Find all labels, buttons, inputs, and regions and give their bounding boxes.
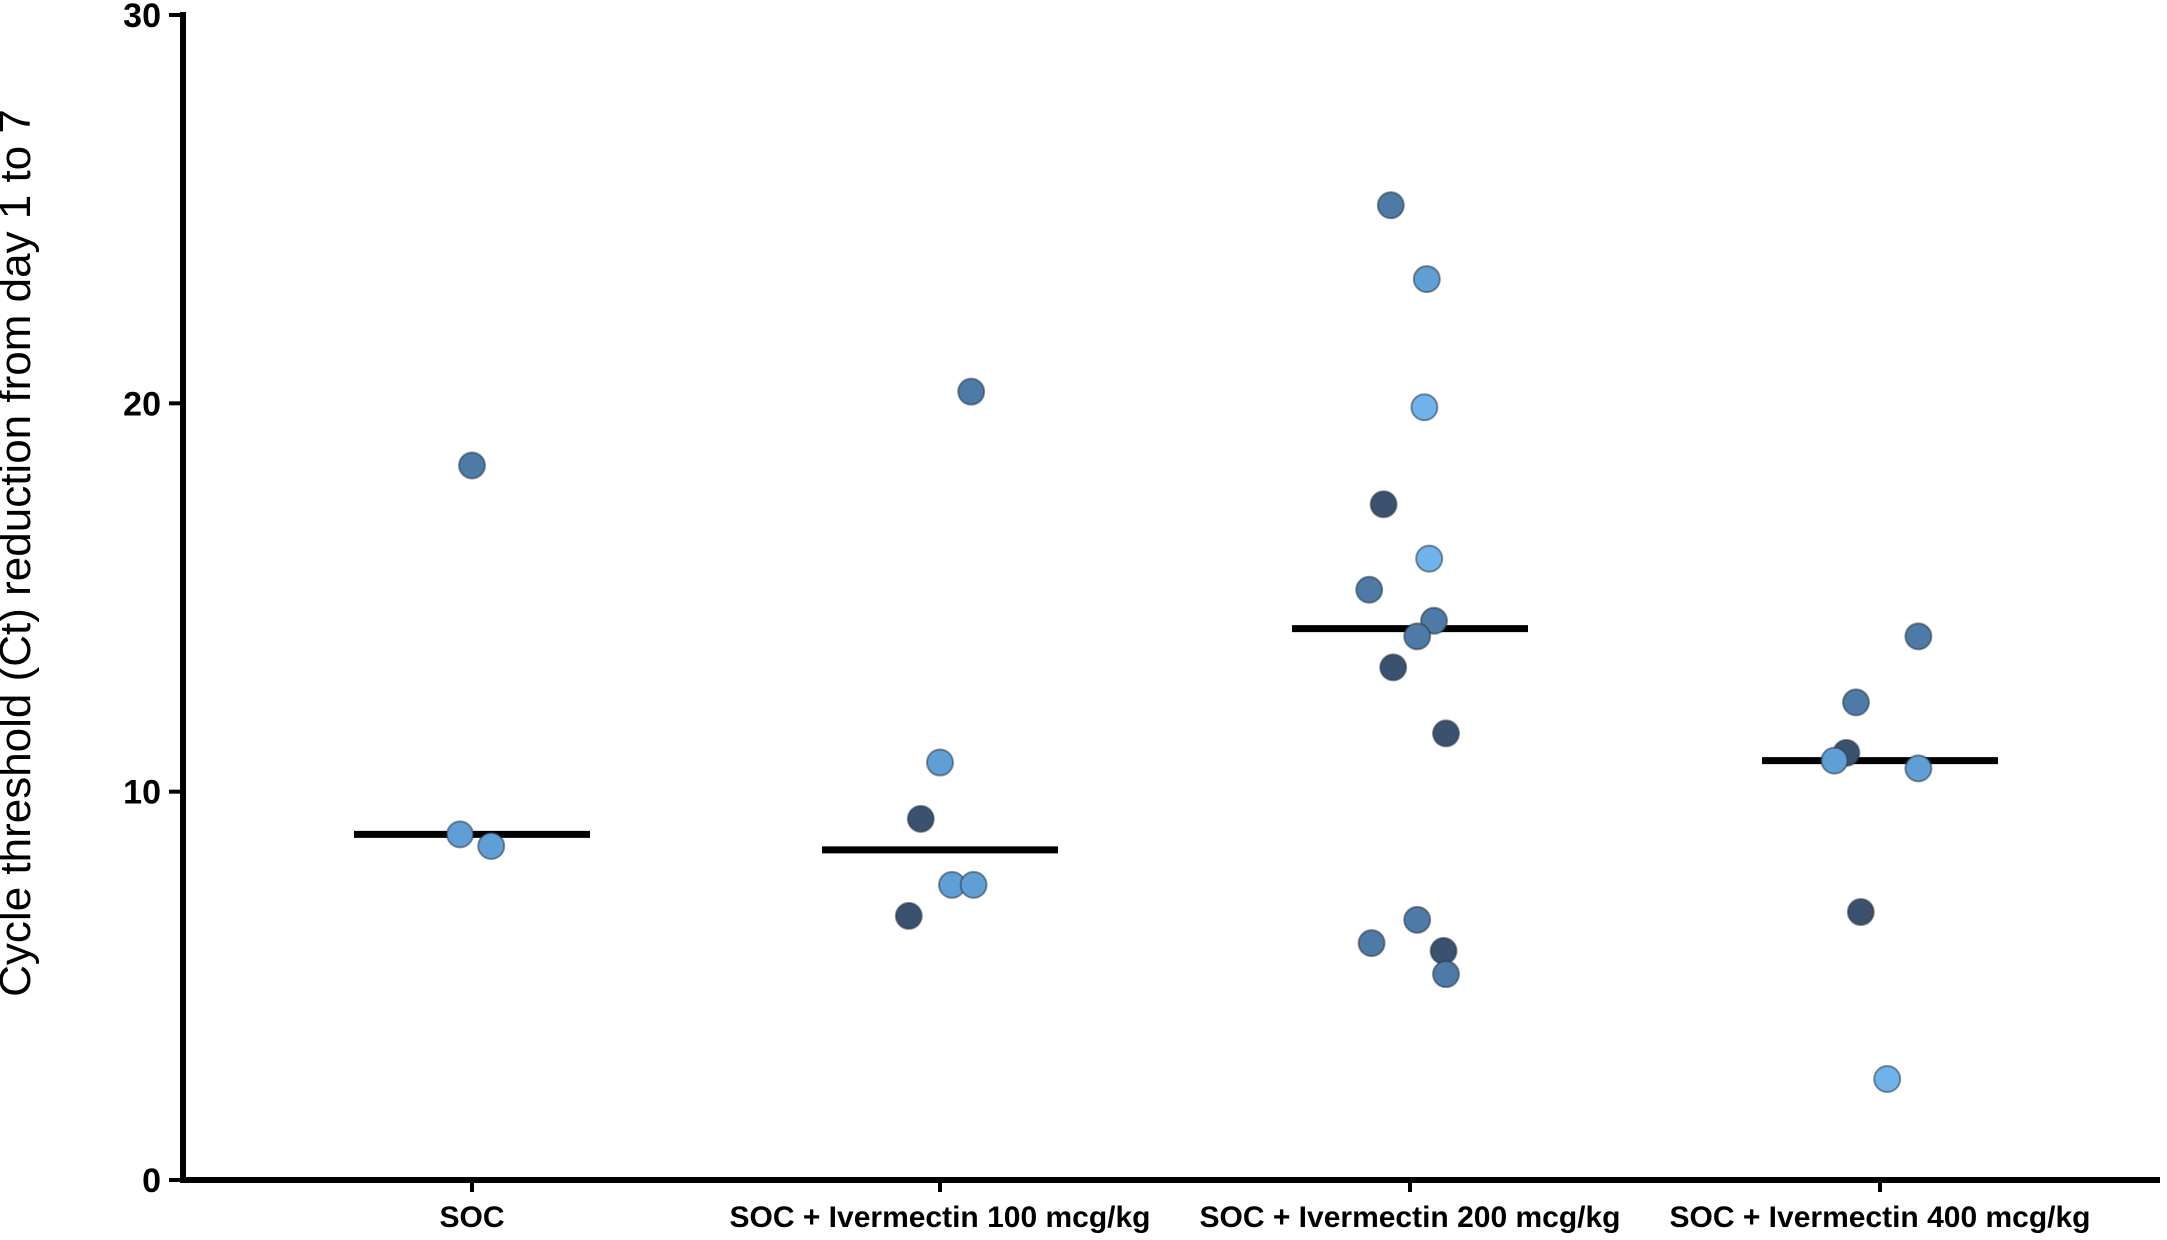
x-category-label: SOC + Ivermectin 400 mcg/kg <box>1669 1201 2090 1234</box>
data-point <box>1904 754 1933 783</box>
data-point <box>1412 265 1441 294</box>
data-point <box>959 870 988 899</box>
data-point <box>906 804 935 833</box>
y-tick-label: 20 <box>123 385 161 423</box>
data-point <box>477 832 506 861</box>
data-point <box>1820 746 1849 775</box>
data-point <box>1357 929 1386 958</box>
y-tick-label: 10 <box>123 774 161 812</box>
data-point <box>1873 1065 1902 1094</box>
data-point <box>458 451 486 480</box>
x-category-label: SOC + Ivermectin 200 mcg/kg <box>1199 1201 1620 1234</box>
data-point <box>1415 544 1444 573</box>
median-lines <box>354 625 1998 854</box>
data-point <box>1429 936 1458 965</box>
axes <box>180 12 2160 1183</box>
data-points <box>446 191 1933 1094</box>
data-point <box>446 820 474 849</box>
data-point <box>1432 719 1460 748</box>
x-axis-categories: SOC SOC + Ivermectin 100 mcg/kg SOC + Iver… <box>439 1180 2091 1234</box>
data-point <box>1842 688 1870 717</box>
data-point <box>926 748 954 777</box>
data-point <box>1410 393 1439 422</box>
x-category-label: SOC <box>439 1201 504 1234</box>
x-category-label: SOC + Ivermectin 100 mcg/kg <box>729 1201 1150 1234</box>
data-point <box>1432 960 1460 989</box>
data-point <box>1379 653 1408 682</box>
data-point <box>1376 191 1405 220</box>
y-tick-label: 30 <box>123 0 161 35</box>
data-point <box>1403 905 1432 934</box>
data-point <box>894 901 923 930</box>
data-point <box>1355 575 1384 604</box>
data-point <box>1904 622 1933 651</box>
data-point <box>1369 490 1398 519</box>
y-axis-title: Cycle threshold (Ct) reduction from day … <box>0 109 40 997</box>
data-point <box>1846 898 1875 927</box>
data-point <box>1403 622 1432 651</box>
y-tick-label: 0 <box>142 1162 161 1200</box>
y-axis-ticks: 0 10 20 30 <box>123 0 183 1200</box>
data-point <box>957 377 986 406</box>
